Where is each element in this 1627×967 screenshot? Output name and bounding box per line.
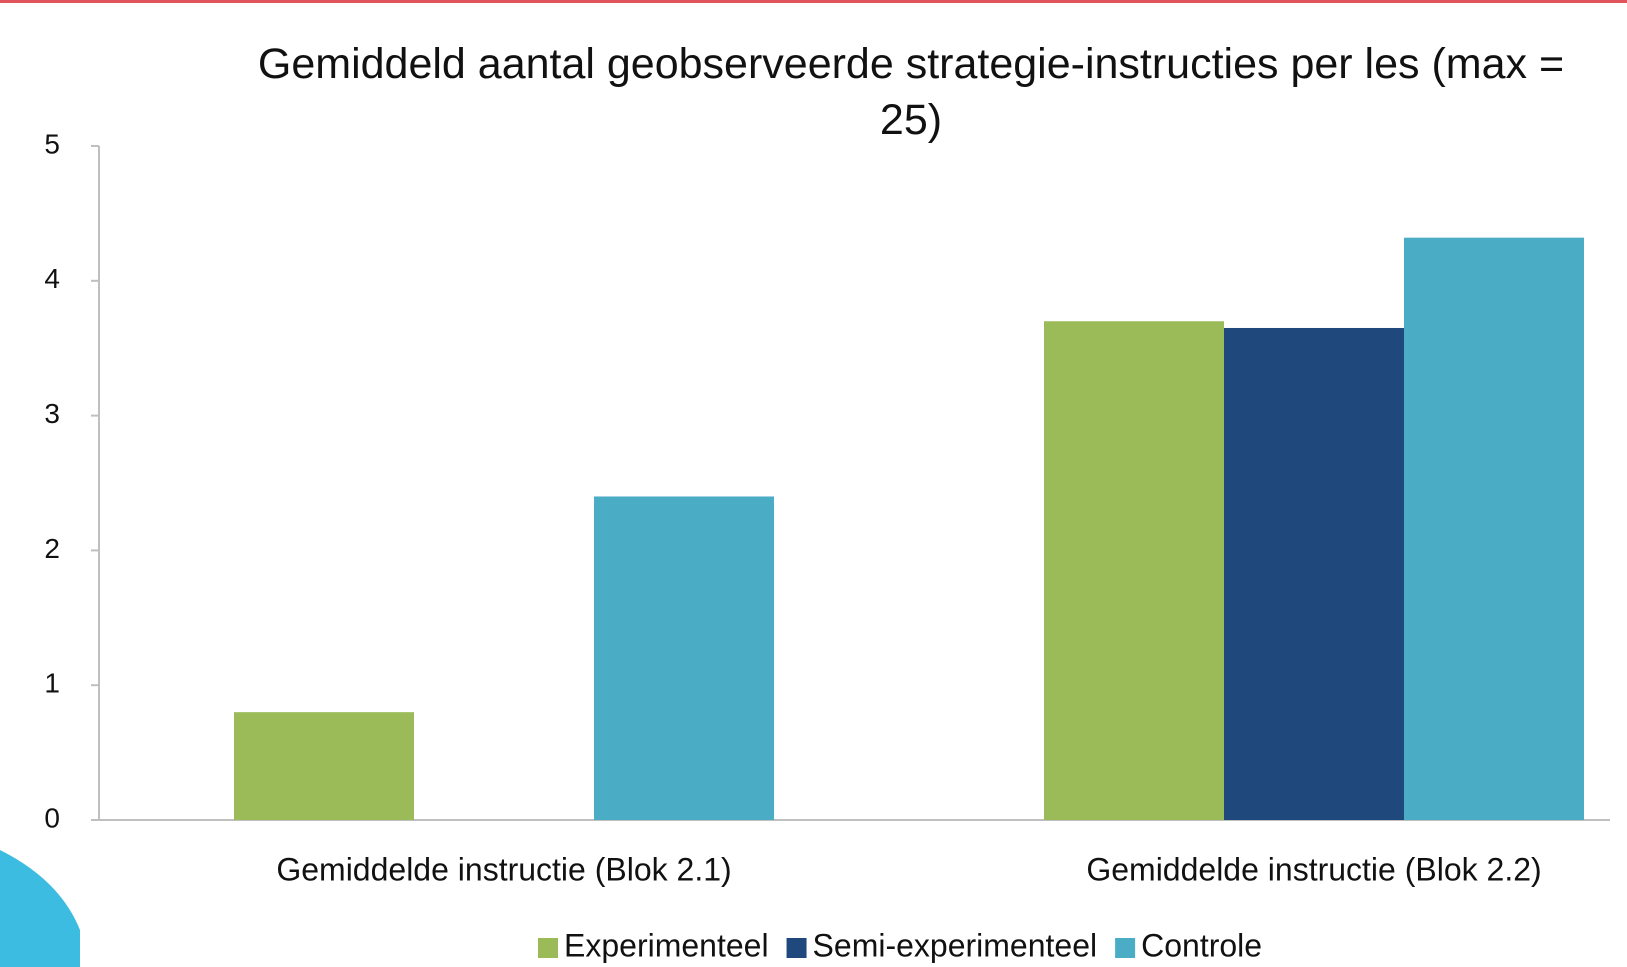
legend-label: Experimenteel: [564, 927, 769, 963]
legend-label: Controle: [1141, 927, 1262, 963]
x-tick-label: Gemiddelde instructie (Blok 2.2): [1086, 851, 1541, 887]
bar: [234, 712, 414, 820]
bar: [1404, 238, 1584, 820]
legend-swatch: [538, 938, 558, 958]
y-tick-label: 5: [44, 128, 60, 159]
corner-decoration: [0, 850, 80, 967]
bar: [594, 496, 774, 820]
chart-title: Gemiddeld aantal geobserveerde strategie…: [230, 36, 1592, 148]
y-tick-label: 0: [44, 802, 60, 833]
x-tick-label: Gemiddelde instructie (Blok 2.1): [276, 851, 731, 887]
legend-swatch: [787, 938, 807, 958]
top-border: [0, 0, 1627, 3]
legend-swatch: [1115, 938, 1135, 958]
page: 0 1 2 3 4 5 Gemiddelde instructie (Blok 2.1) Ge…: [0, 0, 1627, 967]
legend-label: Semi-experimenteel: [813, 927, 1098, 963]
bar: [1224, 328, 1404, 820]
y-tick-label: 4: [44, 263, 60, 294]
y-tick-label: 3: [44, 398, 60, 429]
y-tick-label: 1: [44, 668, 60, 699]
y-tick-label: 2: [44, 533, 60, 564]
bar: [1044, 321, 1224, 820]
